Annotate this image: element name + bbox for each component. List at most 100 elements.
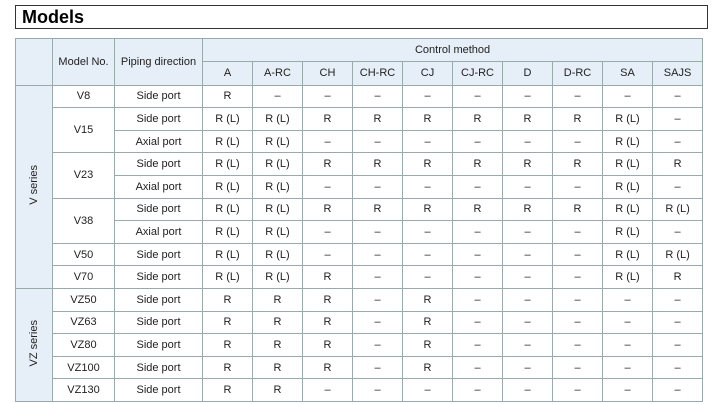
piping-cell: Side port <box>114 197 203 222</box>
control-cell: – <box>552 265 603 289</box>
control-cell: – <box>302 220 353 244</box>
control-cell: R <box>302 287 353 312</box>
control-cell: – <box>502 378 553 402</box>
piping-cell: Side port <box>114 152 203 176</box>
control-cell: – <box>651 333 704 357</box>
control-cell: R (L) <box>202 265 253 289</box>
table-row: V70 Side port R (L) R (L) R – – – – – R (L) R <box>16 265 704 289</box>
control-cell: – <box>552 287 603 312</box>
control-cell: R <box>252 287 303 312</box>
control-cell: R <box>402 107 453 131</box>
control-cell: – <box>552 129 603 154</box>
control-cell: R (L) <box>602 220 653 244</box>
control-cell: – <box>452 174 503 199</box>
model-cell: VZ100 <box>52 355 115 380</box>
control-cell: – <box>302 84 353 109</box>
piping-header: Piping direction <box>114 38 203 86</box>
control-cell: R (L) <box>202 129 253 154</box>
model-cell: V8 <box>52 84 115 109</box>
model-cell: VZ80 <box>52 333 115 357</box>
model-header: Model No. <box>52 38 115 86</box>
control-cell: R (L) <box>252 129 303 154</box>
control-cell: R (L) <box>252 197 303 222</box>
table-row: VZ100 Side port R R R – R – – – – – <box>16 355 704 380</box>
table-row: Axial port R (L) R (L) – – – – – – R (L) – <box>16 129 704 154</box>
control-cell: – <box>352 378 403 402</box>
control-cell: – <box>651 129 704 154</box>
column-header: SAJS <box>651 60 704 86</box>
control-cell: – <box>502 242 553 267</box>
control-cell: – <box>452 287 503 312</box>
control-method-header: Control method <box>201 38 704 62</box>
control-cell: R (L) <box>252 152 303 176</box>
control-cell: R <box>302 310 353 335</box>
control-cell: – <box>502 310 553 335</box>
control-cell: R (L) <box>252 174 303 199</box>
control-cell: R <box>302 333 353 357</box>
table-row: V38 Side port R (L) R (L) R R R R R R R (L) R (L) <box>16 197 704 244</box>
control-cell: – <box>302 129 353 154</box>
table-row: VZ series VZ50 Side port R R R – R – – – – – <box>15 287 704 402</box>
table-row: V15 Side port R (L) R (L) R R R R R R R (L) – <box>16 107 704 154</box>
model-cell: VZ63 <box>52 310 115 335</box>
control-cell: R (L) <box>651 197 704 222</box>
model-cell: V50 <box>52 242 115 267</box>
control-cell: – <box>452 378 503 402</box>
control-cell: R <box>202 355 253 380</box>
control-cell: – <box>252 84 303 109</box>
control-cell: R <box>651 265 704 289</box>
piping-cell: Side port <box>114 333 203 357</box>
table-row: VZ80 Side port R R R – R – – – – – <box>16 333 704 357</box>
control-cell: – <box>552 242 603 267</box>
control-cell: R <box>402 197 453 222</box>
piping-cell: Axial port <box>114 129 203 154</box>
piping-cell: Axial port <box>114 220 203 244</box>
control-cell: – <box>402 174 453 199</box>
control-cell: R <box>402 355 453 380</box>
control-cell: – <box>502 220 553 244</box>
control-cell: – <box>402 242 453 267</box>
control-cell: R (L) <box>252 242 303 267</box>
control-cell: R (L) <box>602 265 653 289</box>
control-cell: – <box>552 174 603 199</box>
control-cell: – <box>602 333 653 357</box>
control-cell: R <box>552 197 603 222</box>
control-cell: – <box>651 174 704 199</box>
control-cell: R <box>202 310 253 335</box>
control-cell: – <box>402 129 453 154</box>
control-cell: R <box>651 152 704 176</box>
control-cell: – <box>452 129 503 154</box>
table-row: VZ130 Side port R R – – – – – – – – <box>16 378 704 402</box>
column-header: CJ <box>402 60 453 86</box>
piping-cell: Side port <box>114 310 203 335</box>
model-cell: V15 <box>52 107 115 154</box>
piping-cell: Side port <box>114 378 203 402</box>
control-cell: – <box>552 355 603 380</box>
control-cell: R (L) <box>602 197 653 222</box>
piping-cell: Side port <box>114 265 203 289</box>
control-cell: R <box>352 107 403 131</box>
control-cell: – <box>352 84 403 109</box>
control-cell: – <box>352 333 403 357</box>
table-row: Axial port R (L) R (L) – – – – – – R (L) – <box>16 220 704 244</box>
control-cell: R (L) <box>202 107 253 131</box>
column-header: CH-RC <box>352 60 403 86</box>
control-cell: – <box>402 265 453 289</box>
control-cell: R <box>202 333 253 357</box>
series-header <box>15 38 53 86</box>
control-cell: R <box>402 333 453 357</box>
control-cell: R <box>252 310 303 335</box>
control-cell: R <box>402 310 453 335</box>
control-cell: – <box>452 333 503 357</box>
control-cell: – <box>302 378 353 402</box>
model-cell: V70 <box>52 265 115 289</box>
control-cell: R (L) <box>202 174 253 199</box>
control-cell: – <box>452 220 503 244</box>
control-cell: R <box>402 287 453 312</box>
control-cell: – <box>502 287 553 312</box>
piping-cell: Axial port <box>114 174 203 199</box>
models-table: Model No. Piping direction Control metho… <box>15 38 704 402</box>
control-cell: – <box>651 107 704 131</box>
control-cell: – <box>502 265 553 289</box>
